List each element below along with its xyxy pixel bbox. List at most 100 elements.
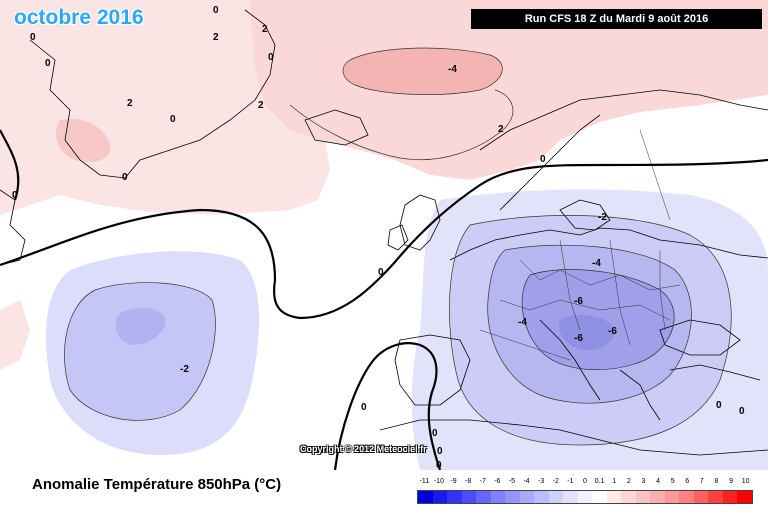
- contour-label: 0: [30, 32, 36, 43]
- legend-swatch: [592, 491, 607, 503]
- contour-label: 0: [170, 114, 176, 125]
- coast-iceland: [304, 109, 369, 146]
- contour-label: -2: [180, 364, 189, 375]
- contour-label: -6: [574, 333, 583, 344]
- legend-tick-label: 1: [612, 478, 617, 485]
- contour-label: -6: [574, 296, 583, 307]
- coast-turkey: [669, 364, 761, 381]
- legend-swatch: [606, 491, 622, 503]
- contour-label: 0: [437, 446, 443, 457]
- borders: [479, 129, 681, 361]
- legend-tick-label: -2: [552, 478, 559, 485]
- cold-zone-atlantic-inner: [64, 282, 216, 421]
- legend-tick-label: 9: [729, 478, 734, 485]
- zero-line-nw: [0, 129, 20, 201]
- legend-swatch: [563, 491, 578, 503]
- run-info-banner: Run CFS 18 Z du Mardi 9 août 2016: [471, 9, 762, 29]
- legend-tick-label: -8: [465, 478, 472, 485]
- legend-tick-label: -3: [538, 478, 545, 485]
- coast-greenland: [29, 9, 276, 179]
- legend-tick-label: -10: [433, 478, 444, 485]
- coast-uk: [399, 194, 441, 251]
- border-2: [499, 299, 671, 321]
- contour-label: 0: [378, 267, 384, 278]
- coast-scandinavia: [479, 89, 768, 151]
- legend-swatch: [635, 491, 651, 503]
- legend-tick-label: 4: [656, 478, 660, 485]
- isoline-4-warm: [342, 47, 503, 95]
- contour-label: 0: [122, 172, 128, 183]
- legend-tick-label: 5: [670, 478, 675, 485]
- coast-ireland: [387, 224, 409, 251]
- legend-swatch: [461, 491, 477, 503]
- legend-tick-labels: -11 -10 -9 -8 -7 -6 -5 -4 -3 -2 -1 0 0.1 1 2 3 4 5 6 7 8 9 10: [417, 478, 753, 490]
- copyright-notice: Copyright © 2012 Meteociel.fr: [300, 444, 427, 454]
- contour-label: 0: [45, 58, 51, 69]
- legend-tick-label: -9: [450, 478, 457, 485]
- zero-isotherm: [0, 129, 768, 470]
- coast-africa: [379, 419, 768, 456]
- contour-label: 2: [498, 124, 504, 135]
- legend-tick-label: -11: [419, 478, 430, 485]
- color-scale-legend: -11 -10 -9 -8 -7 -6 -5 -4 -3 -2 -1 0 0.1 1 2 3 4 5 6 7 8 9 10: [417, 478, 753, 510]
- contour-label: -4: [448, 64, 457, 75]
- contour-label: 2: [258, 100, 264, 111]
- coast-norway: [499, 114, 601, 211]
- legend-tick-label: 10: [741, 478, 750, 485]
- contour-label: 0: [739, 406, 745, 417]
- legend-tick-label: 2: [626, 478, 631, 485]
- coast-baltic: [559, 199, 611, 231]
- legend-swatch: [664, 491, 680, 503]
- legend-swatch: [708, 491, 723, 503]
- contour-labels: 0 0 0 0 0 2 2 2 2 0 0 -4 2 0 0 0 0 -2 -2…: [12, 5, 745, 470]
- contour-label: 0: [361, 402, 367, 413]
- contour-label: 0: [436, 460, 442, 470]
- legend-swatch: [577, 491, 593, 503]
- warm-zone-north: [250, 0, 768, 180]
- cold-zone-atlantic-core: [115, 307, 166, 345]
- coast-iberia: [394, 334, 471, 406]
- border-6: [479, 329, 571, 361]
- border-1: [519, 259, 681, 291]
- border-4: [609, 239, 631, 346]
- contour-label: 0: [716, 400, 722, 411]
- contour-label: 2: [213, 32, 219, 43]
- contour-label: 2: [127, 98, 133, 109]
- contour-label: 0: [268, 52, 274, 63]
- legend-tick-label: 3: [641, 478, 646, 485]
- isolines: [64, 47, 732, 446]
- legend-swatch: [490, 491, 506, 503]
- contour-label: 0: [540, 154, 546, 165]
- legend-color-bar: [417, 490, 753, 504]
- legend-swatch: [534, 491, 549, 503]
- legend-tick-label: 0: [583, 478, 587, 485]
- legend-tick-label: 8: [714, 478, 719, 485]
- legend-swatch: [650, 491, 665, 503]
- temperature-anomaly-map: 0 0 0 0 0 2 2 2 2 0 0 -4 2 0 0 0 0 -2 -2…: [0, 0, 768, 470]
- legend-tick-label: -4: [523, 478, 530, 485]
- coast-greece: [619, 369, 661, 421]
- contour-label: 0: [432, 428, 438, 439]
- legend-swatch: [621, 491, 636, 503]
- zero-line-iberia: [333, 342, 442, 470]
- coast-italy: [539, 319, 601, 401]
- warm-zone-west: [0, 300, 30, 370]
- legend-swatch: [418, 491, 433, 503]
- legend-swatch: [548, 491, 564, 503]
- coast-europe: [449, 227, 768, 261]
- contour-label: -4: [592, 258, 601, 269]
- contour-label: 2: [262, 24, 268, 35]
- coastlines: [0, 9, 768, 456]
- legend-swatch: [447, 491, 462, 503]
- legend-swatch: [737, 491, 752, 503]
- legend-swatch: [519, 491, 535, 503]
- legend-swatch: [476, 491, 491, 503]
- warm-zone-small: [55, 118, 111, 162]
- legend-tick-label: -1: [567, 478, 574, 485]
- contour-label: 0: [12, 190, 18, 201]
- border-7: [639, 129, 671, 221]
- legend-tick-label: 0.1: [594, 478, 605, 485]
- legend-swatch: [722, 491, 738, 503]
- isoline-2-cold-atl: [64, 282, 216, 421]
